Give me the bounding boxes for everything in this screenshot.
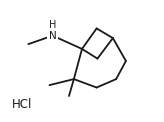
Text: H: H — [49, 20, 56, 30]
Text: N: N — [49, 31, 57, 41]
Text: HCl: HCl — [12, 98, 32, 111]
